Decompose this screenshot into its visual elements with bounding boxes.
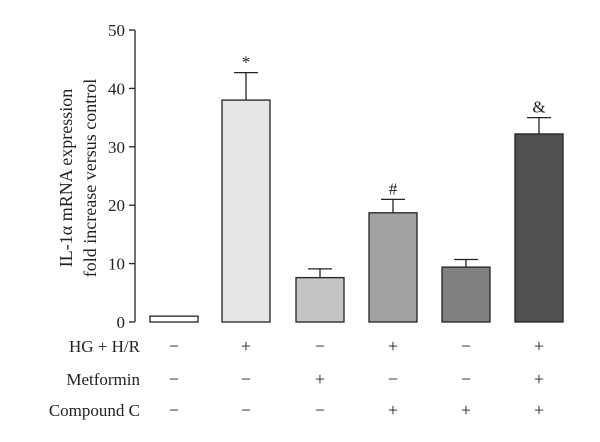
significance-marker: # [389,179,398,198]
treatment-sign: + [534,400,544,420]
y-tick-label: 40 [108,79,125,98]
treatment-sign: − [315,336,325,356]
treatment-sign: − [241,369,251,389]
bar [295,276,345,323]
treatment-label: HG + H/R [69,337,141,356]
treatment-sign: + [315,369,325,389]
y-tick-label: 20 [108,196,125,215]
treatment-sign: − [315,400,325,420]
bar [368,212,418,323]
plot-area: 0 10 20 30 40 50 * # & [108,21,564,332]
treatment-sign: + [461,400,471,420]
treatment-sign: + [534,369,544,389]
treatment-sign: + [534,336,544,356]
treatment-sign: + [388,336,398,356]
treatment-sign: − [169,369,179,389]
treatment-sign: − [169,336,179,356]
y-tick-label: 10 [108,255,125,274]
bar [514,133,564,323]
bar [149,315,199,323]
treatment-sign: − [461,369,471,389]
treatment-label: Metformin [66,370,140,389]
treatment-sign: − [461,336,471,356]
treatment-sign: − [241,400,251,420]
y-tick-label: 0 [117,313,126,332]
significance-marker: * [242,53,251,72]
treatment-sign: − [169,400,179,420]
bar [221,99,271,323]
y-axis-label-line-2: fold increase versus control [80,79,100,277]
treatment-sign: + [241,336,251,356]
treatment-table: HG + H/R − + − + − + Metformin − − + − − + Compound C −… [49,336,544,420]
significance-marker: & [532,98,545,117]
treatment-label: Compound C [49,401,140,420]
y-tick-label: 30 [108,138,125,157]
treatment-sign: − [388,369,398,389]
y-tick-label: 50 [108,21,125,40]
treatment-sign: + [388,400,398,420]
bar [441,266,491,323]
y-axis-label-line-1: IL-1α mRNA expression [56,89,76,267]
